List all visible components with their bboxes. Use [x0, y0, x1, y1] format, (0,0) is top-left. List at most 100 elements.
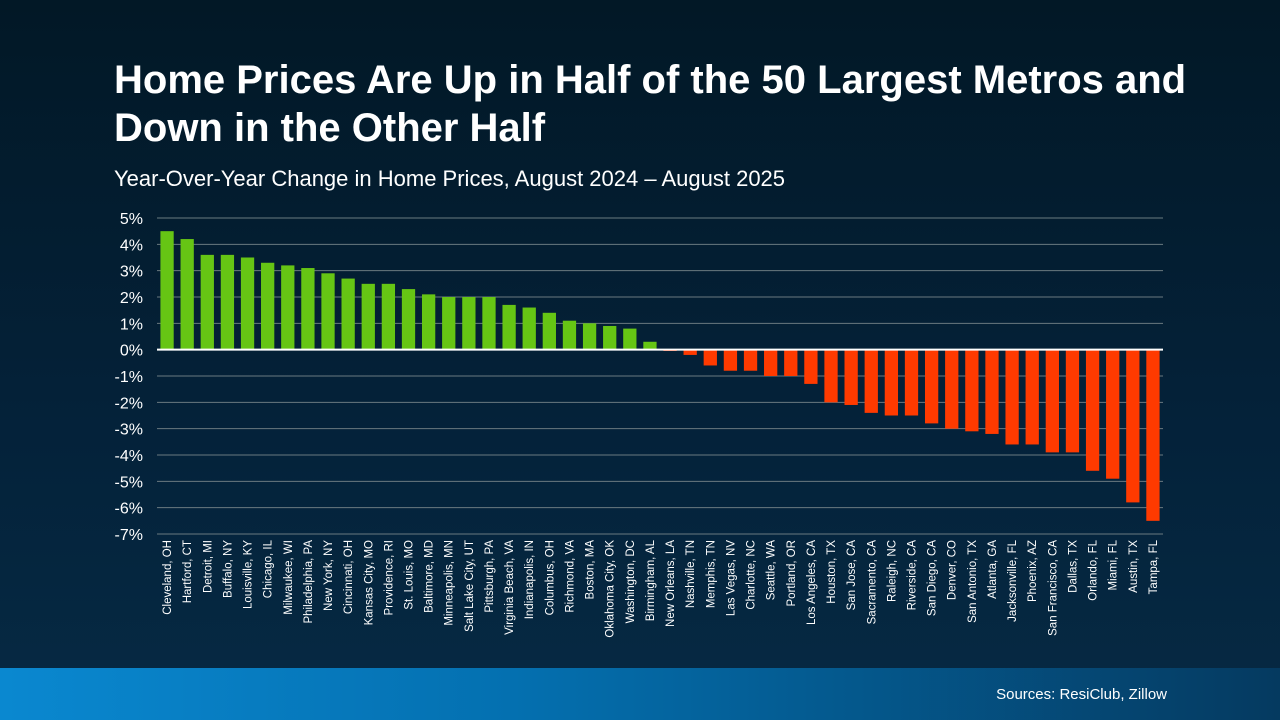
x-tick-label: Virginia Beach, VA [504, 540, 516, 635]
x-tick-label: Minneapolis, MN [444, 540, 456, 626]
bar [1025, 349, 1039, 445]
bar [401, 289, 416, 350]
x-tick-label: Seattle, WA [766, 540, 778, 601]
bar [261, 262, 275, 350]
bar [1126, 349, 1140, 503]
bar [1045, 349, 1059, 453]
bar [643, 341, 657, 350]
bar [1085, 349, 1100, 471]
bar [965, 349, 979, 432]
x-tick-label: Salt Lake City, UT [464, 540, 476, 632]
bar [1106, 349, 1120, 479]
bar [522, 307, 536, 350]
x-tick-label: Buffalo, NY [222, 540, 234, 598]
x-tick-label: Los Angeles, CA [806, 540, 818, 625]
bar [321, 273, 335, 350]
bar [462, 297, 476, 350]
x-tick-label: Hartford, CT [182, 540, 194, 603]
y-tick-label: -6% [115, 501, 143, 518]
bar [421, 294, 436, 350]
x-tick-label: Austin, TX [1128, 540, 1140, 593]
x-tick-label: Riverside, CA [907, 540, 919, 611]
x-tick-label: Denver, CO [947, 540, 959, 600]
x-tick-label: New York, NY [323, 540, 335, 611]
x-tick-label: Nashville, TN [685, 540, 697, 608]
bar [381, 283, 396, 350]
footer-bar: Sources: ResiClub, Zillow [0, 668, 1280, 720]
x-tick-label: Miami, FL [1108, 539, 1120, 590]
bar [220, 254, 235, 350]
bar [562, 320, 577, 350]
bar [160, 231, 174, 350]
x-tick-label: Orlando, FL [1088, 539, 1100, 600]
x-tick-label: Oklahoma City, OK [605, 540, 617, 638]
x-tick-label: Pittsburgh, PA [484, 540, 496, 613]
x-tick-label: Cincinnati, OH [343, 540, 355, 614]
x-tick-label: Columbus, OH [544, 540, 556, 615]
chart-title: Home Prices Are Up in Half of the 50 Lar… [114, 58, 1187, 150]
x-tick-label: Louisville, KY [243, 540, 255, 609]
bar [1005, 349, 1019, 445]
y-tick-label: 3% [120, 264, 143, 281]
bar [703, 349, 717, 366]
y-tick-label: -1% [115, 369, 143, 386]
bar [1146, 349, 1160, 521]
x-tick-label: Providence, RI [383, 540, 395, 615]
x-tick-label: Detroit, MI [202, 540, 214, 593]
bar [844, 349, 858, 405]
x-tick-label: Jacksonville, FL [1007, 539, 1019, 621]
bar [200, 254, 214, 350]
bar [884, 349, 899, 416]
bar [180, 239, 194, 350]
bar [824, 349, 838, 403]
x-tick-label: Cleveland, OH [162, 540, 174, 615]
bar [542, 312, 556, 350]
x-tick-label: San Jose, CA [846, 540, 858, 611]
x-tick-label: Kansas City, MO [363, 540, 375, 625]
bar [482, 297, 496, 350]
bar [582, 323, 597, 350]
x-tick-label: Baltimore, MD [424, 540, 436, 613]
source-text: Sources: ResiClub, Zillow [996, 686, 1167, 703]
x-tick-label: New Orleans, LA [665, 540, 677, 627]
x-tick-label: San Diego, CA [927, 540, 939, 616]
x-tick-label: Washington, DC [625, 540, 637, 623]
x-tick-label: Raleigh, NC [886, 540, 898, 602]
bar [904, 349, 919, 416]
x-tick-label: Las Vegas, NV [725, 540, 737, 616]
bar [864, 349, 878, 413]
x-tick-label: Charlotte, NC [746, 540, 758, 610]
bar [301, 268, 315, 350]
x-tick-label: Philadelphia, PA [303, 540, 315, 624]
bar [341, 278, 355, 350]
y-tick-label: 2% [120, 290, 143, 307]
x-tick-label: Birmingham, AL [645, 539, 657, 621]
y-tick-label: -2% [115, 395, 143, 412]
y-tick-label: 4% [120, 237, 143, 254]
y-tick-label: -5% [115, 474, 143, 491]
x-tick-label: Tampa, FL [1148, 539, 1160, 594]
x-tick-label: Sacramento, CA [866, 540, 878, 625]
x-tick-label: Dallas, TX [1067, 540, 1079, 593]
bar [623, 328, 637, 350]
x-tick-label: Houston, TX [826, 540, 838, 604]
bar [723, 349, 738, 371]
x-tick-label: Memphis, TN [705, 540, 717, 608]
bar [764, 349, 778, 376]
bar [804, 349, 818, 384]
bar [442, 297, 456, 350]
chart-subtitle: Year-Over-Year Change in Home Prices, Au… [114, 166, 786, 191]
x-tick-label: Richmond, VA [564, 540, 576, 613]
bar [281, 265, 295, 350]
x-tick-label: St. Louis, MO [404, 540, 416, 610]
x-tick-label: San Antonio, TX [967, 540, 979, 623]
x-tick-label: Indianapolis, IN [524, 540, 536, 619]
y-tick-label: -4% [115, 448, 143, 465]
bar [945, 349, 959, 429]
bar [603, 325, 617, 350]
bar-chart: 5% 4% 3% 2% 1% 0% -1% -2% -3% -4% -5% -6% -7% Clevela… [115, 217, 1163, 638]
x-tick-label: Atlanta, GA [987, 540, 999, 599]
bar [784, 349, 798, 376]
x-tick-label: Milwaukee, WI [283, 540, 295, 615]
bar [361, 283, 375, 350]
